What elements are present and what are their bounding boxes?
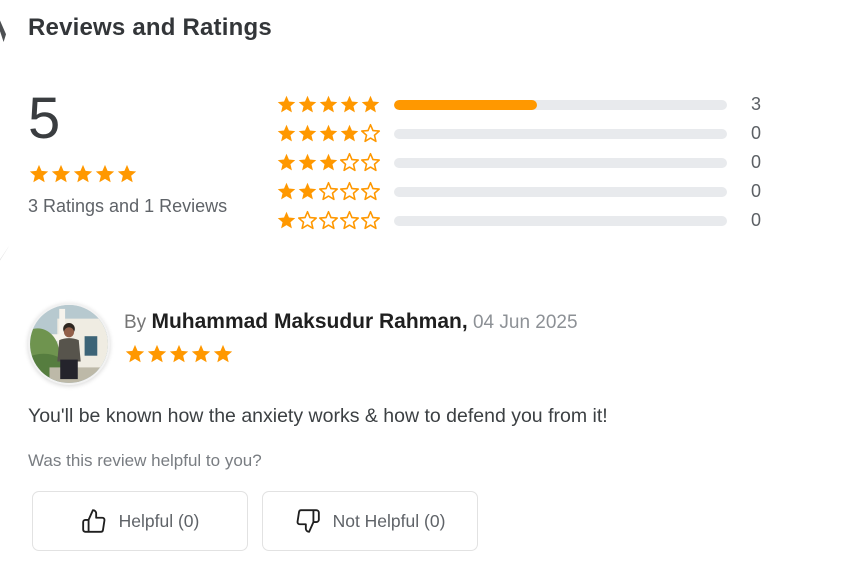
star-outline-icon	[318, 210, 339, 230]
star-filled-icon	[213, 344, 233, 363]
rating-breakdown: 3 0 0 0 0	[276, 88, 781, 235]
rating-bar-fill	[394, 99, 538, 110]
star-outline-icon	[339, 210, 360, 230]
star-filled-icon	[277, 95, 296, 113]
star-filled-icon	[298, 153, 317, 171]
star-outline-icon	[318, 181, 339, 201]
row-star-rating	[276, 152, 388, 173]
screen-edge-artifact	[0, 246, 9, 264]
row-star-rating	[276, 123, 388, 144]
rating-bar-track	[394, 157, 727, 168]
review-card: By Muhammad Maksudur Rahman, 04 Jun 2025…	[28, 303, 834, 551]
star-filled-icon	[340, 124, 359, 142]
star-filled-icon	[298, 95, 317, 113]
star-filled-icon	[298, 124, 317, 142]
review-meta: By Muhammad Maksudur Rahman, 04 Jun 2025	[124, 303, 578, 365]
star-filled-icon	[319, 124, 338, 142]
rating-count: 3	[751, 94, 762, 114]
star-outline-icon	[339, 181, 360, 201]
not-helpful-button[interactable]: Not Helpful (0)	[262, 491, 478, 551]
rating-count: 0	[751, 181, 762, 201]
star-filled-icon	[361, 95, 380, 113]
star-filled-icon	[298, 182, 317, 200]
star-outline-icon	[360, 210, 381, 230]
star-filled-icon	[277, 153, 296, 171]
thumbs-down-outline-icon	[296, 509, 320, 533]
helpful-buttons: Helpful (0) Not Helpful (0)	[28, 491, 834, 551]
average-star-rating	[28, 163, 276, 185]
not-helpful-button-label: Not Helpful (0)	[332, 510, 446, 531]
thumbs-up-outline-icon	[81, 509, 106, 533]
star-filled-icon	[319, 95, 338, 113]
rating-bar-track	[394, 186, 727, 197]
review-byline: By Muhammad Maksudur Rahman, 04 Jun 2025	[124, 310, 578, 334]
section-title: Reviews and Ratings	[28, 14, 272, 41]
average-rating-value: 5	[28, 86, 61, 151]
helpful-button[interactable]: Helpful (0)	[32, 491, 248, 551]
star-filled-icon	[125, 344, 145, 363]
screen-edge-artifact	[0, 16, 6, 42]
star-filled-icon	[169, 344, 189, 363]
rating-bar-track	[394, 128, 727, 139]
rating-count: 0	[751, 123, 762, 143]
star-outline-icon	[297, 210, 318, 230]
rating-count: 0	[751, 210, 762, 230]
star-filled-icon	[147, 344, 167, 363]
rating-breakdown-row: 0	[276, 148, 781, 177]
star-filled-icon	[277, 124, 296, 142]
row-star-rating	[276, 181, 388, 202]
rating-breakdown-row: 0	[276, 119, 781, 148]
star-filled-icon	[319, 153, 338, 171]
star-filled-icon	[277, 182, 296, 200]
row-star-rating	[276, 94, 388, 115]
star-filled-icon	[29, 164, 49, 182]
review-star-rating	[124, 343, 578, 365]
star-filled-icon	[51, 164, 71, 182]
reviewer-name: Muhammad Maksudur Rahman,	[151, 310, 468, 333]
rating-breakdown-row: 0	[276, 177, 781, 206]
star-filled-icon	[277, 211, 296, 229]
review-header: By Muhammad Maksudur Rahman, 04 Jun 2025	[28, 303, 834, 385]
rating-breakdown-row: 0	[276, 206, 781, 235]
star-filled-icon	[340, 95, 359, 113]
rating-overview: 5 3 Ratings and 1 Reviews 3 0 0 0	[28, 86, 834, 235]
rating-bar-track	[394, 215, 727, 226]
star-outline-icon	[339, 152, 360, 172]
review-date: 04 Jun 2025	[467, 312, 578, 333]
rating-count: 0	[751, 152, 762, 172]
helpful-button-label: Helpful (0)	[118, 510, 200, 531]
rating-bar-track	[394, 99, 727, 110]
helpful-prompt: Was this review helpful to you?	[28, 451, 262, 470]
avatar	[28, 303, 110, 385]
star-outline-icon	[360, 152, 381, 172]
star-filled-icon	[191, 344, 211, 363]
star-filled-icon	[117, 164, 137, 182]
ratings-count-caption: 3 Ratings and 1 Reviews	[28, 195, 228, 216]
rating-summary: 5 3 Ratings and 1 Reviews	[28, 86, 276, 235]
rating-breakdown-row: 3	[276, 90, 781, 119]
star-filled-icon	[73, 164, 93, 182]
star-filled-icon	[95, 164, 115, 182]
by-label: By	[124, 312, 152, 333]
star-outline-icon	[360, 123, 381, 143]
row-star-rating	[276, 210, 388, 231]
reviewer-photo	[30, 305, 108, 383]
review-text: You'll be known how the anxiety works & …	[28, 405, 608, 427]
star-outline-icon	[360, 181, 381, 201]
